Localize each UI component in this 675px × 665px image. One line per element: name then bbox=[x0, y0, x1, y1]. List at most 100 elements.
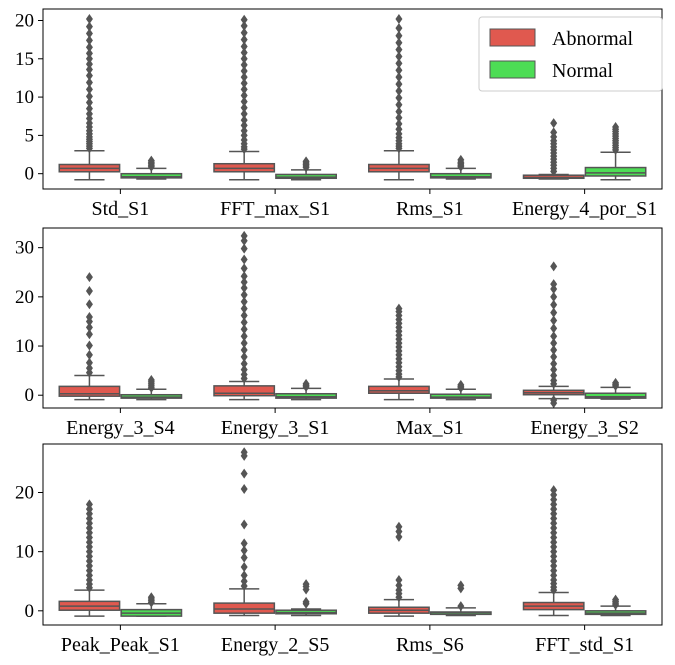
box-abnormal-energy_2_s5 bbox=[213, 447, 276, 617]
flier-point bbox=[395, 44, 403, 55]
xtick-label: Energy_3_S4 bbox=[66, 417, 175, 439]
legend-abnormal-swatch bbox=[489, 28, 536, 47]
box-abnormal-energy_3_s2 bbox=[522, 261, 585, 409]
flier-point bbox=[457, 154, 465, 165]
flier-point bbox=[240, 447, 248, 458]
flier-point bbox=[395, 106, 403, 117]
flier-point bbox=[85, 285, 93, 296]
flier-point bbox=[395, 58, 403, 69]
flier-point bbox=[395, 79, 403, 90]
flier-point bbox=[240, 84, 248, 95]
box-abnormal-peak_peak_s1 bbox=[58, 499, 121, 617]
flier-point bbox=[395, 65, 403, 76]
flier-point bbox=[85, 13, 93, 24]
box-iqr bbox=[429, 393, 492, 399]
flier-point bbox=[240, 41, 248, 52]
flier-point bbox=[612, 377, 620, 388]
box-iqr bbox=[584, 392, 647, 399]
xtick-label: Energy_2_S5 bbox=[221, 634, 330, 656]
flier-point bbox=[85, 35, 93, 46]
ytick-label: 20 bbox=[15, 483, 34, 504]
flier-point bbox=[302, 378, 310, 389]
flier-point bbox=[395, 13, 403, 24]
xtick-label: FFT_std_S1 bbox=[535, 634, 634, 656]
box-abnormal-energy_3_s1 bbox=[213, 230, 276, 401]
flier-point bbox=[240, 120, 248, 131]
flier-point bbox=[395, 521, 403, 532]
flier-point bbox=[240, 538, 248, 549]
flier-point bbox=[85, 59, 93, 70]
flier-point bbox=[240, 324, 248, 335]
box-normal-std_s1 bbox=[120, 155, 183, 180]
flier-point bbox=[240, 72, 248, 83]
box-normal-energy_3_s2 bbox=[584, 377, 647, 400]
flier-point bbox=[240, 310, 248, 321]
flier-point bbox=[240, 115, 248, 126]
box-abnormal-rms_s6 bbox=[367, 521, 430, 617]
flier-point bbox=[395, 575, 403, 586]
flier-point bbox=[550, 338, 558, 349]
flier-point bbox=[85, 97, 93, 108]
box-normal-fft_std_s1 bbox=[584, 594, 647, 617]
flier-point bbox=[395, 124, 403, 135]
box-normal-fft_max_s1 bbox=[275, 156, 338, 181]
flier-point bbox=[85, 312, 93, 323]
box-iqr bbox=[58, 385, 121, 397]
flier-point bbox=[550, 331, 558, 342]
flier-point bbox=[240, 277, 248, 288]
flier-point bbox=[240, 331, 248, 342]
flier-point bbox=[85, 53, 93, 64]
flier-point bbox=[395, 531, 403, 542]
subplot-3: 0 10 20 Peak_Peak_S1 Energy_2_S5 Rms_S6 FFT_st… bbox=[15, 443, 663, 656]
flier-point bbox=[85, 64, 93, 75]
legend-abnormal-label: Abnormal bbox=[552, 28, 634, 50]
flier-point bbox=[550, 395, 558, 406]
box-normal-rms_s1 bbox=[429, 154, 492, 180]
xtick-label: Rms_S6 bbox=[396, 634, 464, 656]
flier-point bbox=[240, 468, 248, 479]
flier-point bbox=[395, 37, 403, 48]
flier-point bbox=[240, 53, 248, 64]
flier-point bbox=[240, 34, 248, 45]
flier-point bbox=[240, 230, 248, 241]
box-normal-energy_4_por_s1 bbox=[584, 121, 647, 181]
flier-point bbox=[550, 307, 558, 318]
flier-point bbox=[240, 271, 248, 282]
xtick-label: Std_S1 bbox=[91, 198, 149, 220]
flier-point bbox=[550, 485, 558, 496]
flier-point bbox=[550, 364, 558, 375]
flier-point bbox=[240, 562, 248, 573]
box-abnormal-std_s1 bbox=[58, 13, 121, 181]
box-abnormal-energy_3_s4 bbox=[58, 272, 121, 401]
flier-point bbox=[550, 279, 558, 290]
flier-point bbox=[395, 112, 403, 123]
flier-point bbox=[240, 102, 248, 113]
flier-point bbox=[85, 299, 93, 310]
flier-point bbox=[240, 483, 248, 494]
ytick-label: 0 bbox=[25, 601, 35, 622]
ytick-label: 30 bbox=[15, 238, 34, 259]
flier-point bbox=[85, 42, 93, 53]
box-iqr bbox=[275, 173, 338, 180]
flier-point bbox=[550, 118, 558, 129]
flier-point bbox=[85, 499, 93, 510]
box-iqr bbox=[429, 172, 492, 179]
flier-point bbox=[85, 349, 93, 360]
flier-point bbox=[85, 103, 93, 114]
flier-point bbox=[240, 576, 248, 587]
flier-point bbox=[240, 303, 248, 314]
flier-point bbox=[240, 108, 248, 119]
flier-point bbox=[550, 358, 558, 369]
flier-point bbox=[457, 580, 465, 591]
flier-point bbox=[85, 272, 93, 283]
flier-point bbox=[550, 344, 558, 355]
flier-point bbox=[550, 323, 558, 334]
flier-point bbox=[147, 374, 155, 385]
legend: Abnormal Normal bbox=[478, 16, 663, 92]
flier-point bbox=[85, 363, 93, 374]
box-iqr bbox=[120, 172, 183, 179]
flier-point bbox=[240, 125, 248, 136]
flier-point bbox=[85, 28, 93, 39]
flier-point bbox=[395, 72, 403, 83]
box-normal-max_s1 bbox=[429, 379, 492, 401]
